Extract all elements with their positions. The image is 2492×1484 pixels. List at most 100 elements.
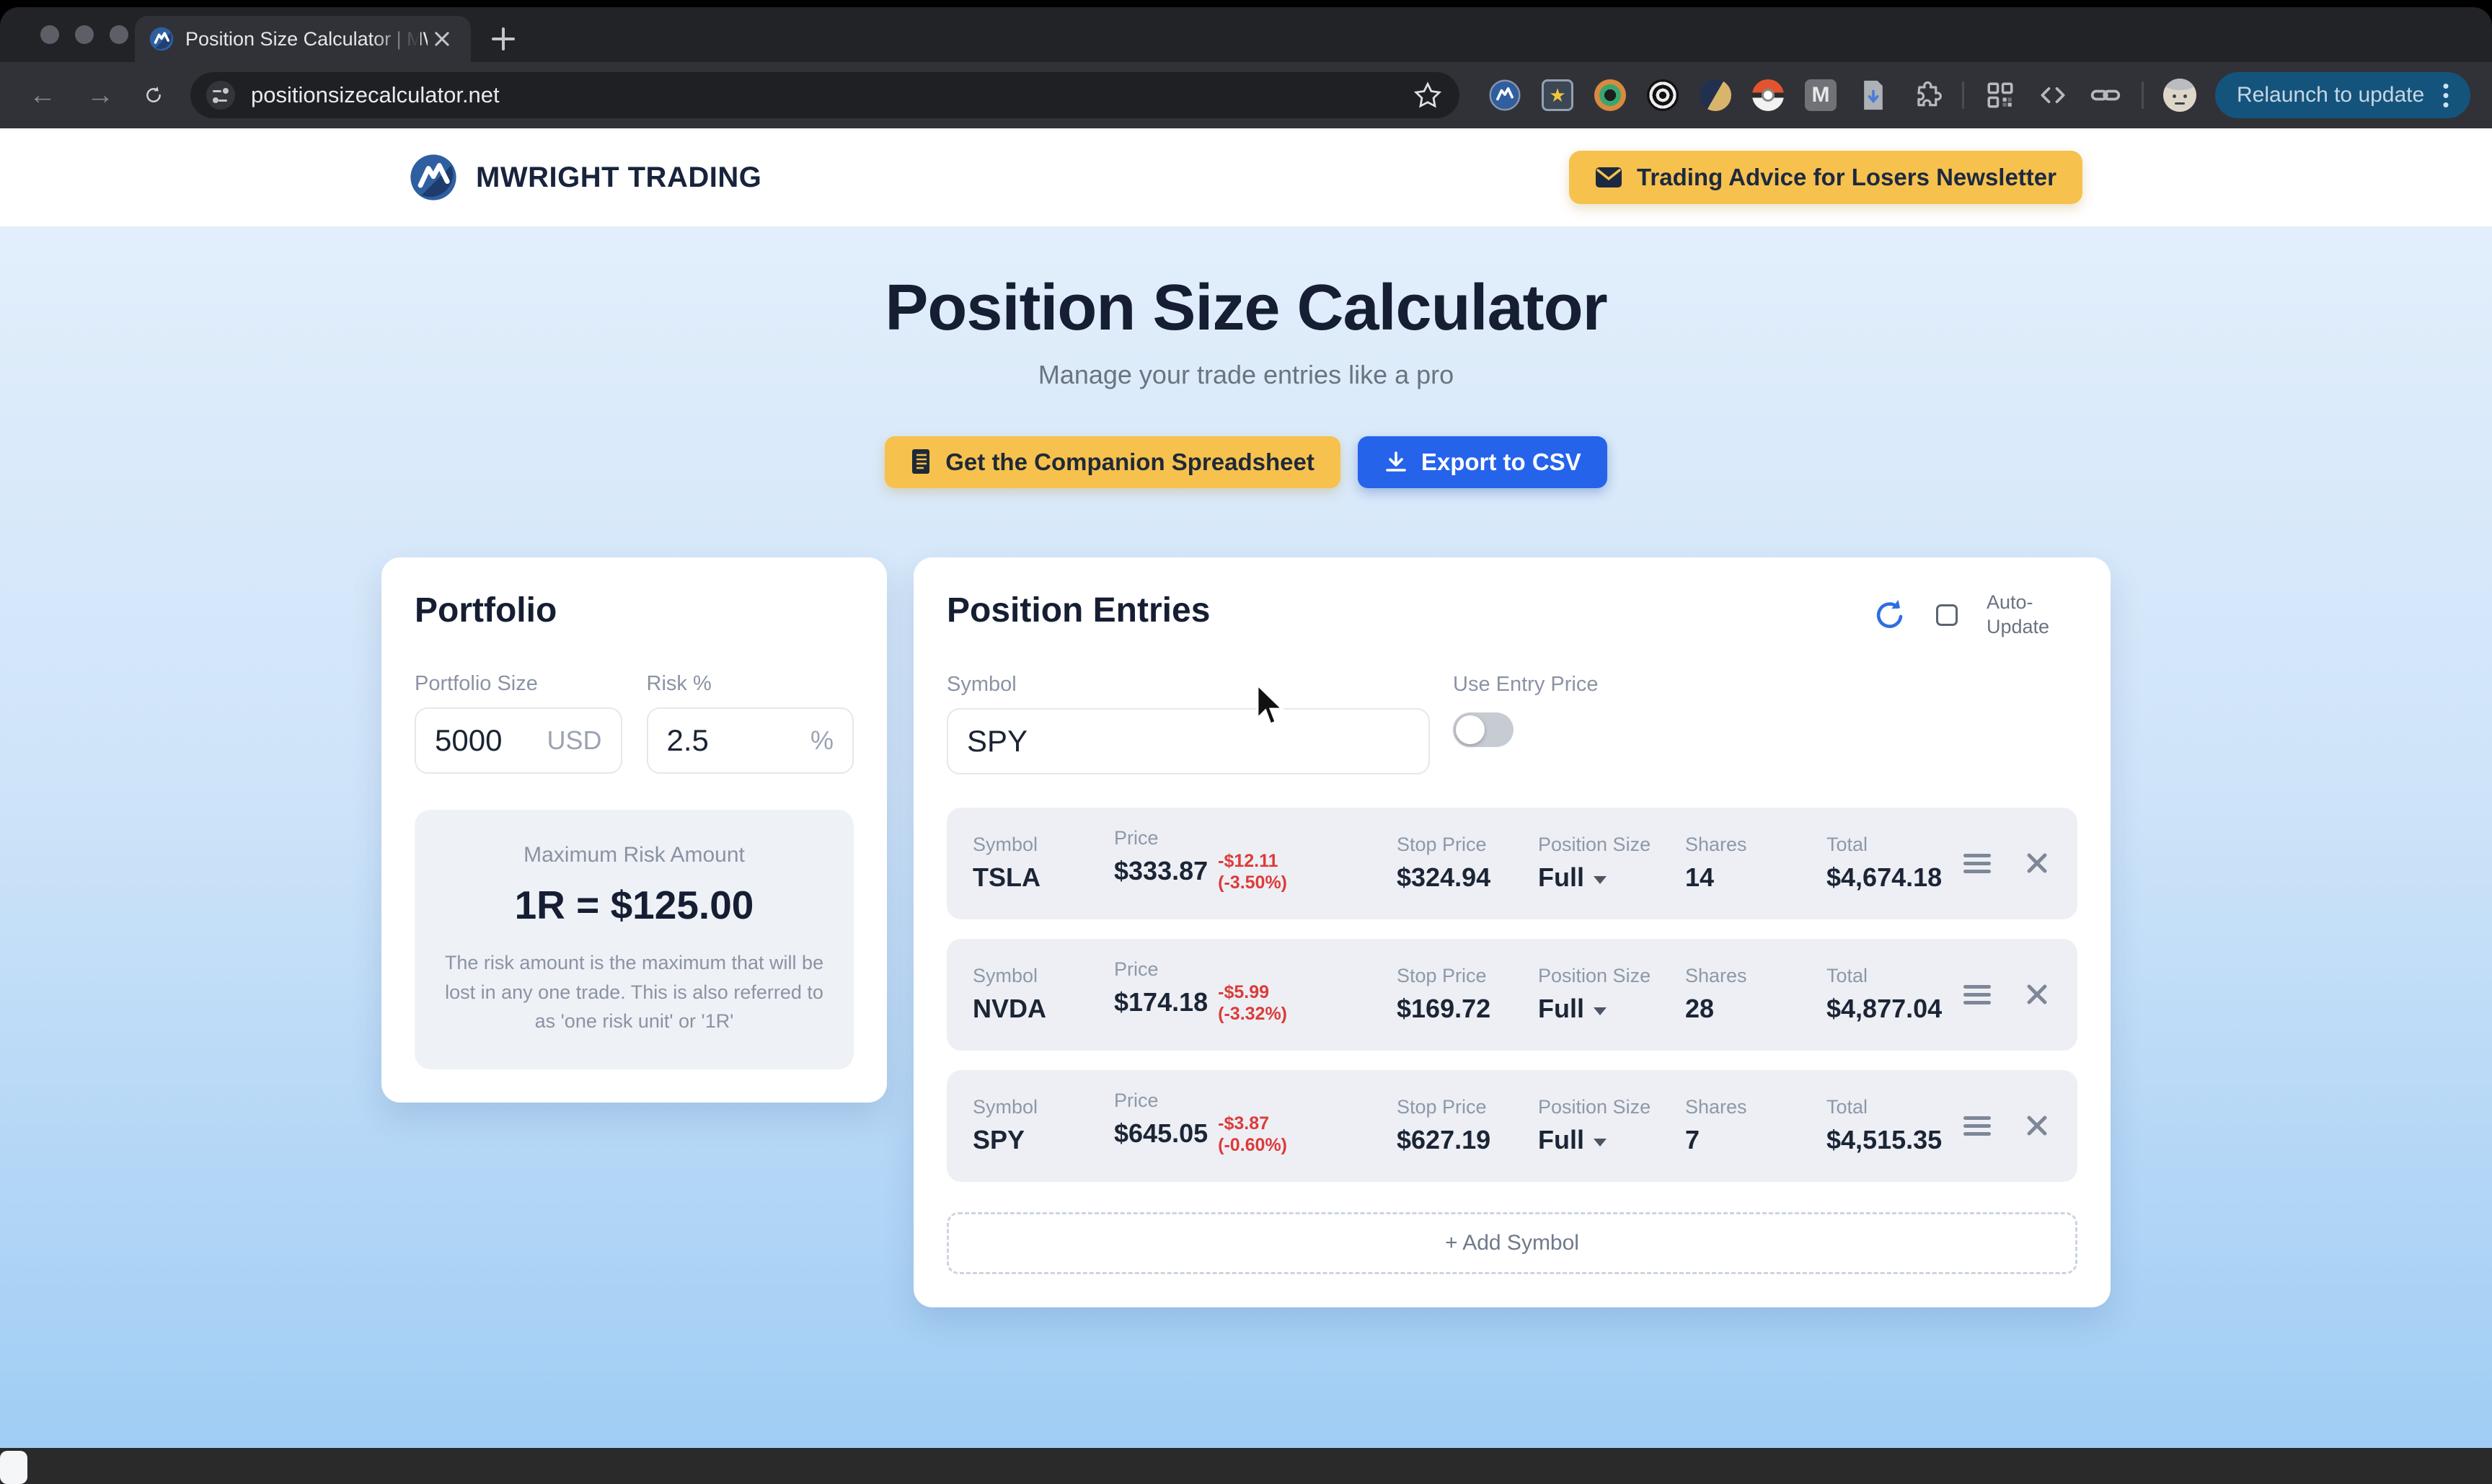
browser-menu-icon[interactable] [2431,79,2460,112]
col-total-label: Total [1826,965,1868,986]
row-shares: 7 [1685,1125,1700,1154]
code-brackets-icon[interactable] [2036,79,2069,112]
row-shares: 14 [1685,862,1715,892]
browser-toolbar: ← → positionsizecalculator.net [0,62,2492,128]
toolbar-divider [2142,81,2144,109]
yinyang-extension-icon[interactable] [1699,79,1732,112]
brand[interactable]: MWRIGHT TRADING [410,154,761,201]
tab-close-icon[interactable] [428,25,456,53]
position-entries-heading: Position Entries [947,591,1211,630]
row-price: $174.18 [1114,987,1209,1017]
new-tab-button[interactable] [487,23,519,55]
profile-avatar[interactable] [2163,79,2196,112]
drag-handle-icon[interactable] [1963,853,1991,873]
site-info-button[interactable] [206,81,235,110]
max-risk-value: 1R = $125.00 [514,883,754,927]
auto-update-checkbox[interactable] [1936,604,1958,626]
position-size-dropdown[interactable]: Full [1538,1125,1685,1155]
col-price-label: Price [1114,1090,1159,1111]
brand-logo-icon [410,154,456,200]
portfolio-card: Portfolio Portfolio Size 5000 USD Risk % [381,557,887,1103]
back-button[interactable]: ← [29,80,56,110]
export-csv-button[interactable]: Export to CSV [1357,436,1607,488]
qr-code-icon[interactable] [1984,79,2017,112]
m-extension-icon[interactable]: M [1804,79,1837,112]
refresh-icon[interactable] [1873,598,1907,632]
portfolio-size-input[interactable]: 5000 USD [415,707,622,774]
newsletter-button[interactable]: Trading Advice for Losers Newsletter [1569,151,2082,204]
newsletter-button-label: Trading Advice for Losers Newsletter [1637,164,2056,190]
window-minimize-button[interactable] [75,25,94,44]
envelope-icon [1596,167,1622,187]
window-close-button[interactable] [40,25,59,44]
row-symbol: NVDA [973,994,1047,1023]
col-stop-label: Stop Price [1397,1096,1487,1118]
max-risk-description: The risk amount is the maximum that will… [444,952,824,1032]
col-total-label: Total [1826,1096,1868,1118]
background-window-corner [0,1451,27,1484]
toolbar-divider [1962,81,1964,109]
mwright-extension-icon[interactable] [1488,79,1521,112]
browser-tab[interactable]: Position Size Calculator | MW [135,16,471,62]
screenshot-extension-icon[interactable]: ★ [1541,79,1574,112]
risk-percent-unit: % [810,725,834,755]
page-body: Position Size Calculator Manage your tra… [0,226,2492,1448]
col-total-label: Total [1826,834,1868,855]
col-size-label: Position Size [1538,965,1651,986]
col-symbol-label: Symbol [973,965,1038,986]
row-price: $333.87 [1114,856,1209,885]
target-extension-icon[interactable] [1646,79,1679,112]
forward-button[interactable]: → [87,80,114,110]
row-price: $645.05 [1114,1118,1209,1148]
risk-percent-input[interactable]: 2.5 % [646,707,854,774]
link-icon[interactable] [2089,79,2122,112]
export-csv-label: Export to CSV [1420,449,1581,475]
remove-row-icon[interactable] [2023,980,2051,1009]
cta-row: Get the Companion Spreadsheet Export to … [0,436,2492,488]
window-zoom-button[interactable] [110,25,128,44]
symbol-input[interactable]: SPY [947,707,1430,774]
row-price-change: -$5.99 (-3.32%) [1218,982,1288,1024]
drag-handle-icon[interactable] [1963,1116,1991,1136]
download-icon [1386,451,1406,472]
browser-window: Position Size Calculator | MW ← → [0,7,2492,1484]
address-bar[interactable]: positionsizecalculator.net [190,72,1459,118]
col-size-label: Position Size [1538,1096,1651,1118]
position-rows: Symbol TSLA Price $333.87 -$12.11 (-3.50%)… [947,807,2077,1182]
reload-button[interactable] [138,80,169,110]
drag-handle-icon[interactable] [1963,984,1991,1004]
col-shares-label: Shares [1685,834,1747,855]
position-size-dropdown[interactable]: Full [1538,862,1685,893]
col-size-label: Position Size [1538,834,1651,855]
row-stop-price: $627.19 [1397,1125,1491,1154]
extensions-puzzle-icon[interactable] [1909,79,1943,112]
download-page-extension-icon[interactable] [1857,79,1890,112]
add-symbol-button[interactable]: + Add Symbol [947,1211,2077,1274]
remove-row-icon[interactable] [2023,849,2051,878]
url-text: positionsizecalculator.net [251,82,500,107]
use-entry-price-toggle[interactable] [1453,712,1514,747]
symbol-field: Symbol SPY [947,673,1430,774]
risk-percent-field: Risk % 2.5 % [646,672,854,774]
tab-title-fade [370,16,420,62]
page-subtitle: Manage your trade entries like a pro [1038,360,1454,389]
col-symbol-label: Symbol [973,1096,1038,1118]
col-price-label: Price [1114,958,1159,980]
symbol-label: Symbol [947,672,1017,696]
pokeball-extension-icon[interactable] [1751,79,1785,112]
row-stop-price: $324.94 [1397,862,1491,892]
extensions-row: ★ M [1488,79,2196,112]
row-symbol: TSLA [973,862,1040,892]
risk-percent-label: Risk % [646,672,712,695]
position-size-dropdown[interactable]: Full [1538,994,1685,1024]
relaunch-to-update-button[interactable]: Relaunch to update [2215,72,2471,118]
risk-percent-value: 2.5 [666,723,709,757]
companion-spreadsheet-button[interactable]: Get the Companion Spreadsheet [885,436,1340,488]
remove-row-icon[interactable] [2023,1111,2051,1140]
use-entry-price-field: Use Entry Price [1453,673,1598,774]
table-row: Symbol NVDA Price $174.18 -$5.99 (-3.32%) … [947,938,2077,1051]
eye-extension-icon[interactable] [1594,79,1627,112]
page-title: Position Size Calculator [885,272,1607,344]
bookmark-star-icon[interactable] [1412,79,1444,111]
col-shares-label: Shares [1685,965,1747,986]
